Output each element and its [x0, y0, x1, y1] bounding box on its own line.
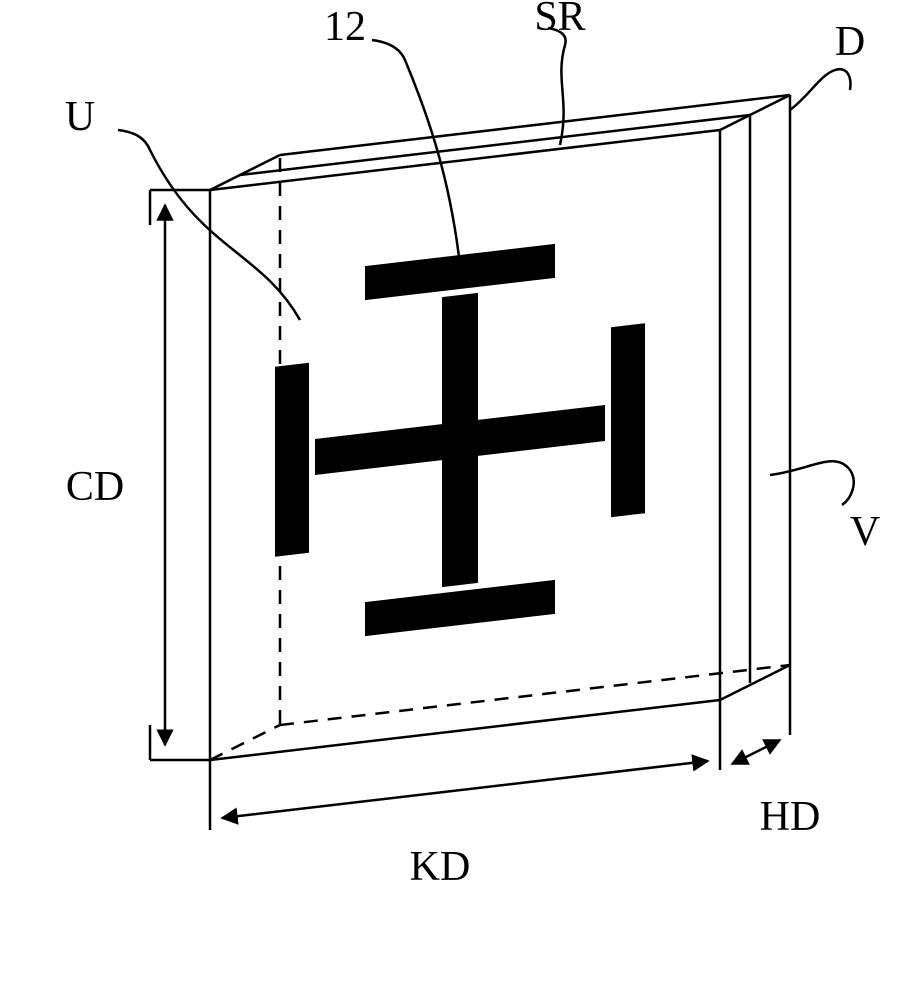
label-cd: CD	[66, 464, 124, 510]
label-u: U	[65, 94, 95, 140]
label-12: 12	[324, 4, 366, 50]
dimension-hd	[732, 740, 780, 764]
leader-12	[372, 40, 460, 265]
front-pattern	[275, 233, 645, 647]
label-v: V	[850, 509, 880, 555]
label-sr: SR	[534, 0, 585, 40]
leader-d	[790, 69, 850, 110]
leader-v	[770, 461, 854, 505]
label-d: D	[835, 19, 865, 65]
label-hd: HD	[760, 794, 821, 840]
dimension-kd	[222, 761, 708, 818]
label-kd: KD	[410, 844, 471, 890]
leader-sr	[548, 28, 566, 145]
